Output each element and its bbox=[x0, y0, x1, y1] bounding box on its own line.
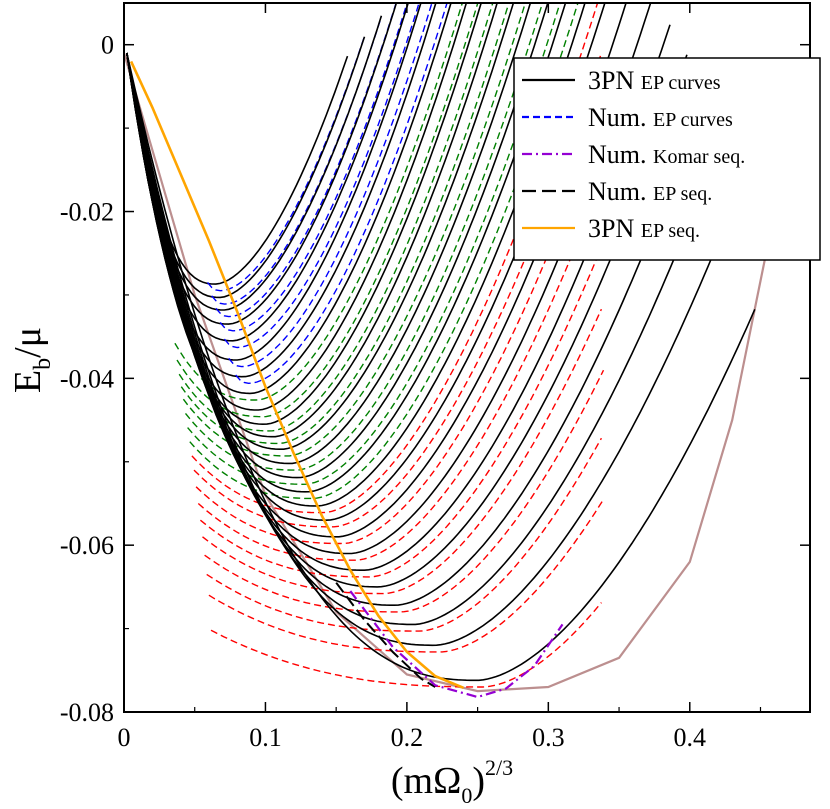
legend-label: Num. Komar seq. bbox=[588, 140, 745, 169]
num-curve bbox=[180, 3, 510, 445]
num-curve bbox=[182, 3, 527, 457]
x-tick-label: 0.4 bbox=[674, 723, 707, 752]
num-curve bbox=[206, 437, 603, 632]
pn-curve bbox=[126, 52, 688, 588]
pn-curve bbox=[126, 52, 722, 626]
plot-frame bbox=[123, 2, 811, 713]
num-curve bbox=[223, 3, 420, 349]
num-ep-seq-line bbox=[335, 582, 436, 688]
num-curve bbox=[191, 3, 599, 514]
pn-curve bbox=[126, 24, 671, 571]
num-curve bbox=[197, 180, 603, 561]
x-tick-label: 0.3 bbox=[532, 723, 565, 752]
num-curve bbox=[184, 3, 544, 471]
num-curve bbox=[235, 3, 448, 385]
pn-curve bbox=[126, 52, 705, 606]
num-curve bbox=[204, 369, 605, 613]
legend: 3PN EP curves Num. EP curves Num. Komar se… bbox=[513, 57, 821, 261]
num-curve bbox=[228, 3, 433, 368]
y-tick-label: -0.08 bbox=[60, 698, 114, 727]
num-curve bbox=[195, 108, 605, 545]
y-tick-label: -0.04 bbox=[60, 364, 114, 393]
x-tick-label: 0 bbox=[118, 723, 131, 752]
num-curve bbox=[210, 602, 602, 688]
y-tick-label: 0 bbox=[101, 31, 114, 60]
num-curve bbox=[176, 3, 479, 418]
x-axis-label: (mΩ0)2/3 bbox=[391, 755, 513, 808]
legend-label: 3PN EP seq. bbox=[588, 214, 700, 243]
plot-area bbox=[124, 3, 776, 699]
num-curve bbox=[219, 3, 408, 332]
num-curve bbox=[174, 3, 464, 401]
legend-label: Num. EP curves bbox=[588, 103, 733, 132]
legend-label: Num. EP seq. bbox=[588, 177, 712, 206]
pn-curve bbox=[126, 52, 739, 647]
num-curve bbox=[178, 3, 494, 432]
x-tick-label: 0.2 bbox=[391, 723, 424, 752]
num-curve bbox=[202, 308, 603, 595]
x-tick-label: 0.1 bbox=[249, 723, 282, 752]
num-curve bbox=[199, 241, 605, 578]
pn-ep-seq-line bbox=[129, 60, 464, 690]
num-curve bbox=[206, 36, 366, 292]
legend-label: 3PN EP curves bbox=[588, 66, 721, 95]
axes: 0 0.1 0.2 0.3 0.4 0 -0.02 -0.04 -0.06 -0.08 bbox=[60, 3, 810, 752]
y-axis-label: Eb/μ bbox=[7, 327, 56, 393]
num-curve bbox=[193, 52, 603, 528]
y-tick-label: -0.02 bbox=[60, 198, 114, 227]
y-tick-label: -0.06 bbox=[60, 531, 114, 560]
legend-box bbox=[513, 57, 821, 261]
